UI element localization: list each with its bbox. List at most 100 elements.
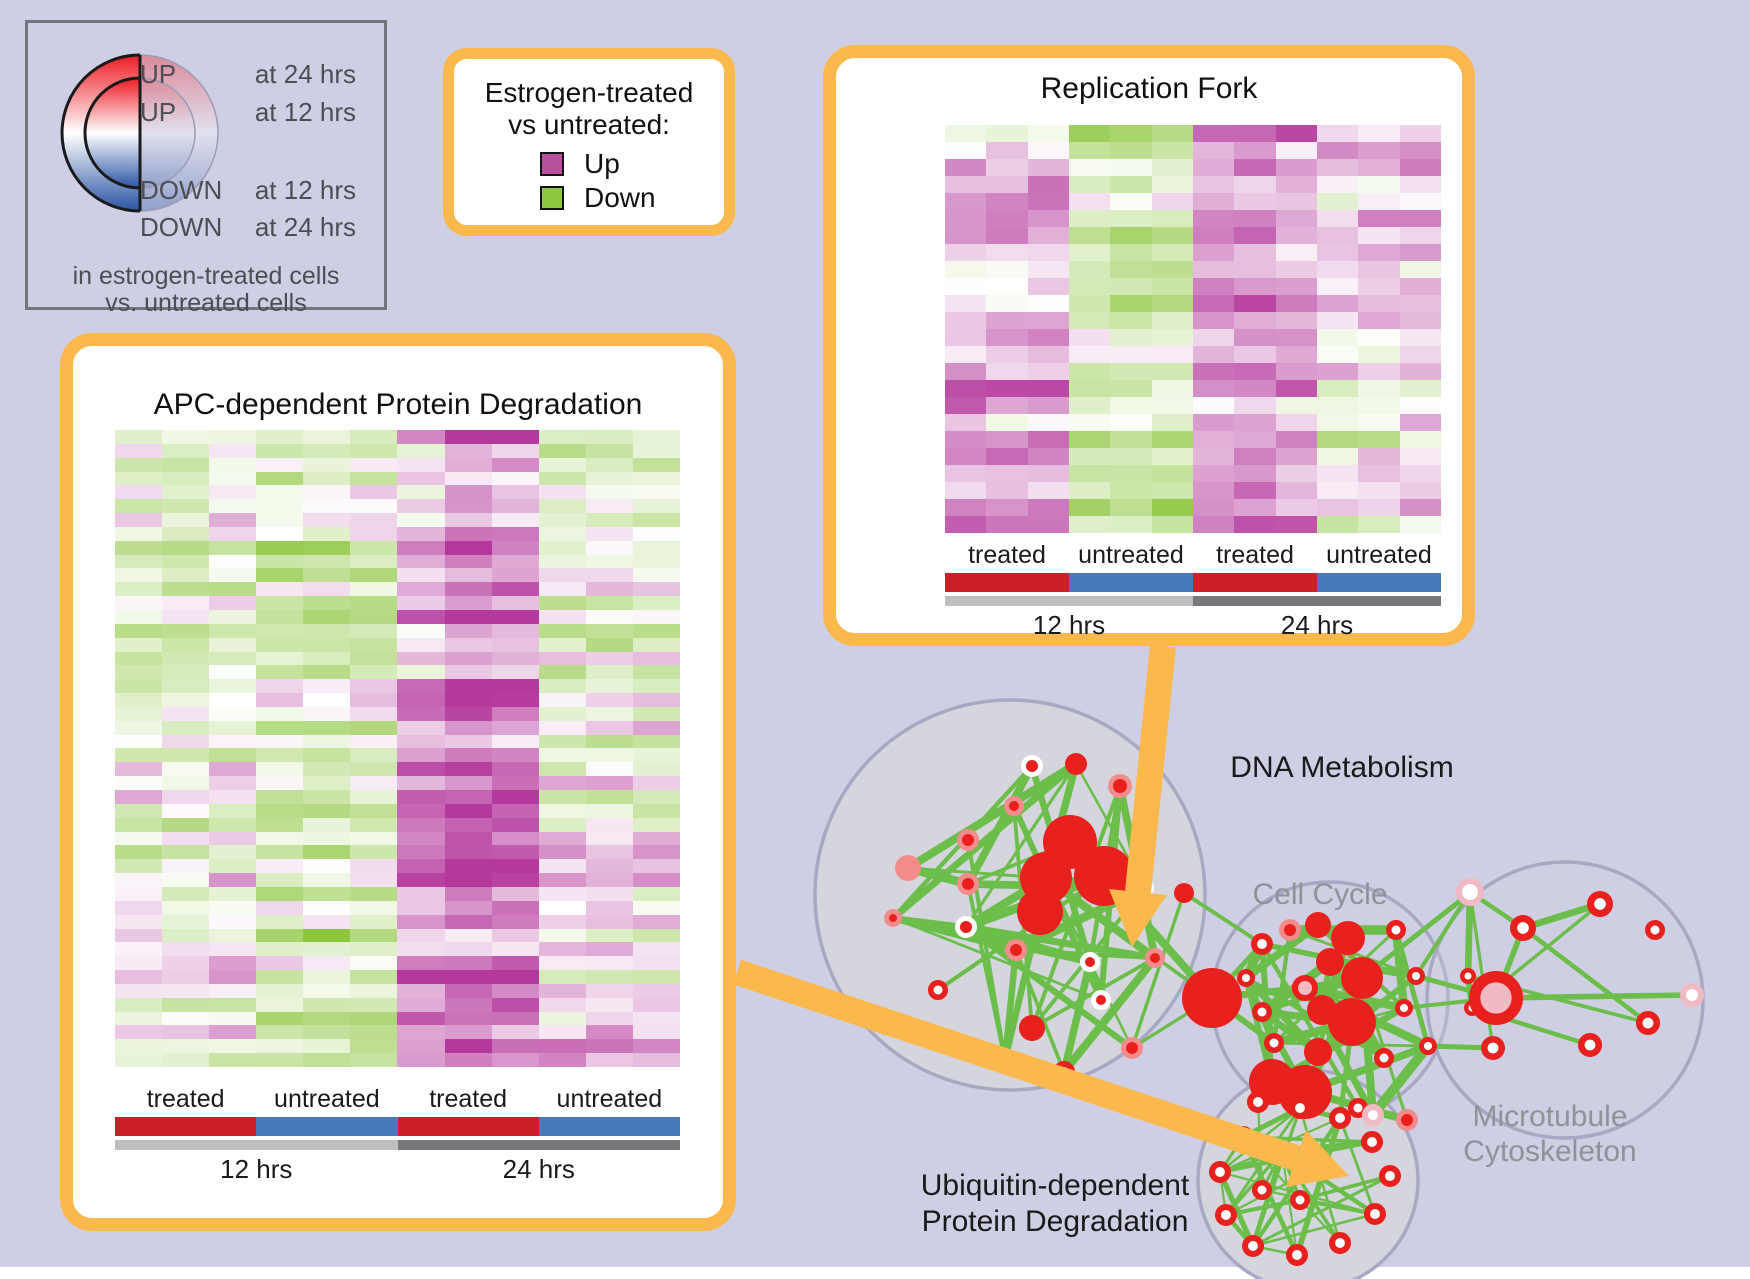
- heatmap-cell: [1027, 363, 1069, 380]
- heatmap-cell: [945, 414, 987, 431]
- heatmap-cell: [256, 790, 304, 804]
- heatmap-cell: [256, 568, 304, 583]
- heatmap-cell: [256, 513, 304, 527]
- heatmap-cell: [491, 568, 539, 583]
- heatmap-cell: [350, 817, 398, 832]
- heatmap-cell: [538, 873, 586, 887]
- heatmap-cell: [350, 970, 398, 984]
- up-label: Up: [584, 148, 620, 179]
- heatmap-cell: [1151, 193, 1193, 210]
- heatmap-cell: [1027, 482, 1069, 499]
- heatmap-cell: [209, 651, 257, 666]
- direction-label: DOWN: [140, 175, 223, 205]
- heatmap-cell: [1110, 448, 1152, 465]
- heatmap-cell: [115, 499, 163, 514]
- heatmap-cell: [303, 748, 351, 763]
- heatmap-cell: [1316, 125, 1359, 142]
- heatmap-cell: [1027, 176, 1069, 193]
- heatmap-cell: [397, 513, 445, 527]
- heatmap-cell: [162, 928, 210, 943]
- heatmap-cell: [1399, 482, 1441, 499]
- heatmap-cell: [986, 499, 1028, 516]
- heatmap-cell: [397, 471, 445, 486]
- heatmap-cell: [1234, 482, 1276, 499]
- heatmap-cell: [397, 1053, 445, 1067]
- heatmap-cell: [350, 568, 398, 583]
- group-label-treated: treated: [968, 541, 1046, 569]
- network-node: [1286, 1244, 1309, 1267]
- network-node: [1331, 921, 1365, 955]
- heatmap-cell: [945, 176, 987, 193]
- heatmap-cell: [303, 886, 351, 901]
- heatmap-cell: [1192, 431, 1235, 448]
- heatmap-cell: [350, 859, 398, 874]
- heatmap-cell: [303, 693, 351, 707]
- heatmap-cell: [209, 873, 257, 887]
- legend-row: DOWN at 24 hrs: [28, 213, 384, 243]
- heatmap-cell: [303, 499, 351, 514]
- heatmap-cell: [1027, 414, 1069, 431]
- heatmap-cell: [209, 914, 257, 929]
- heatmap-cell: [632, 762, 680, 777]
- heatmap-cell: [162, 596, 210, 611]
- heatmap-cell: [538, 859, 586, 874]
- heatmap-cell: [585, 956, 633, 971]
- network-node: [1362, 1104, 1384, 1126]
- heatmap-cell: [209, 748, 257, 763]
- network-node: [1080, 952, 1100, 972]
- network-node: [1091, 990, 1111, 1010]
- heatmap-cell: [1110, 176, 1152, 193]
- heatmap-cell: [1275, 210, 1317, 227]
- heatmap-cell: [162, 817, 210, 832]
- heatmap-cell: [1358, 516, 1400, 533]
- heatmap-cell: [350, 790, 398, 804]
- heatmap-cell: [115, 831, 163, 846]
- heatmap-cell: [444, 471, 492, 486]
- network-edge: [966, 883, 1007, 1061]
- heatmap-cell: [350, 762, 398, 777]
- heatmap-cell: [1068, 295, 1111, 312]
- heatmap-cell: [115, 1039, 163, 1054]
- heatmap-cell: [1234, 244, 1276, 261]
- network-node: [1182, 968, 1242, 1028]
- heatmap-cell: [1234, 295, 1276, 312]
- heatmap-cell: [491, 914, 539, 929]
- heatmap-cell: [115, 637, 163, 652]
- heatmap-cell: [444, 845, 492, 860]
- replication-fork-panel-title: Replication Fork: [1040, 72, 1258, 105]
- heatmap-cell: [538, 956, 586, 971]
- network-node: [1680, 983, 1704, 1007]
- heatmap-cell: [585, 720, 633, 735]
- heatmap-cell: [1110, 516, 1152, 533]
- heatmap-cell: [397, 610, 445, 624]
- heatmap-cell: [632, 817, 680, 832]
- heatmap-cell: [538, 762, 586, 777]
- rf-group-labels: treated untreated treated untreated: [945, 541, 1441, 570]
- heatmap-cell: [303, 651, 351, 666]
- timebar-24hrs: [397, 1140, 680, 1150]
- network-edge: [936, 874, 1106, 992]
- heatmap-cell: [945, 278, 987, 295]
- heatmap-cell: [538, 471, 586, 486]
- heatmap-cell: [350, 706, 398, 721]
- heatmap-cell: [632, 942, 680, 957]
- heatmap-cell: [1192, 363, 1235, 380]
- heatmap-cell: [538, 1025, 586, 1040]
- heatmap-cell: [209, 720, 257, 735]
- network-edge: [1360, 891, 1472, 980]
- heatmap-cell: [303, 485, 351, 500]
- heatmap-cell: [986, 448, 1028, 465]
- apc-time-labels: 12 hrs 24 hrs: [115, 1154, 680, 1185]
- network-node: [1242, 1235, 1265, 1258]
- heatmap-cell: [209, 430, 257, 444]
- heatmap-cell: [491, 651, 539, 666]
- heatmap-cell: [538, 1053, 586, 1067]
- heatmap-cell: [986, 261, 1028, 278]
- heatmap-cell: [1110, 125, 1152, 142]
- heatmap-cell: [585, 914, 633, 929]
- heatmap-cell: [350, 734, 398, 749]
- heatmap-cell: [444, 831, 492, 846]
- heatmap-cell: [444, 637, 492, 652]
- heatmap-cell: [397, 1025, 445, 1040]
- heatmap-cell: [1151, 346, 1193, 363]
